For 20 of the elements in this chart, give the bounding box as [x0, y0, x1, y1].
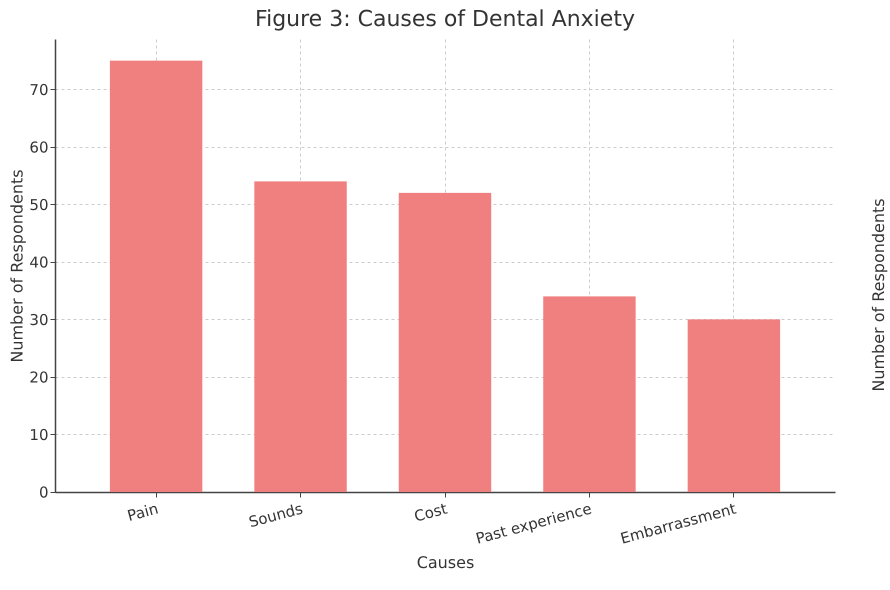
- y-tick-label: 40: [29, 253, 48, 272]
- y-tick-label: 30: [29, 310, 48, 329]
- x-tick-label: Sounds: [246, 500, 305, 532]
- x-tick-label: Cost: [412, 500, 450, 526]
- bar: [254, 181, 347, 492]
- y-axis-title: Number of Respondents: [7, 169, 26, 363]
- bar: [110, 60, 202, 492]
- bar: [398, 192, 492, 492]
- bar: [543, 296, 636, 492]
- y-tick-label: 10: [29, 426, 48, 444]
- y-tick-label: 60: [29, 138, 48, 156]
- y-tick-label: 70: [29, 80, 48, 99]
- chart-title: Figure 3: Causes of Dental Anxiety: [255, 7, 635, 32]
- y2-axis-title: Number of Respondents: [869, 198, 888, 392]
- x-axis-title: Causes: [416, 552, 474, 572]
- bar: [688, 319, 780, 492]
- y-tick-label: 50: [29, 196, 48, 214]
- y-tick-label: 20: [29, 368, 48, 386]
- x-tick-label: Pain: [125, 500, 160, 526]
- y-tick-label: 0: [38, 484, 48, 502]
